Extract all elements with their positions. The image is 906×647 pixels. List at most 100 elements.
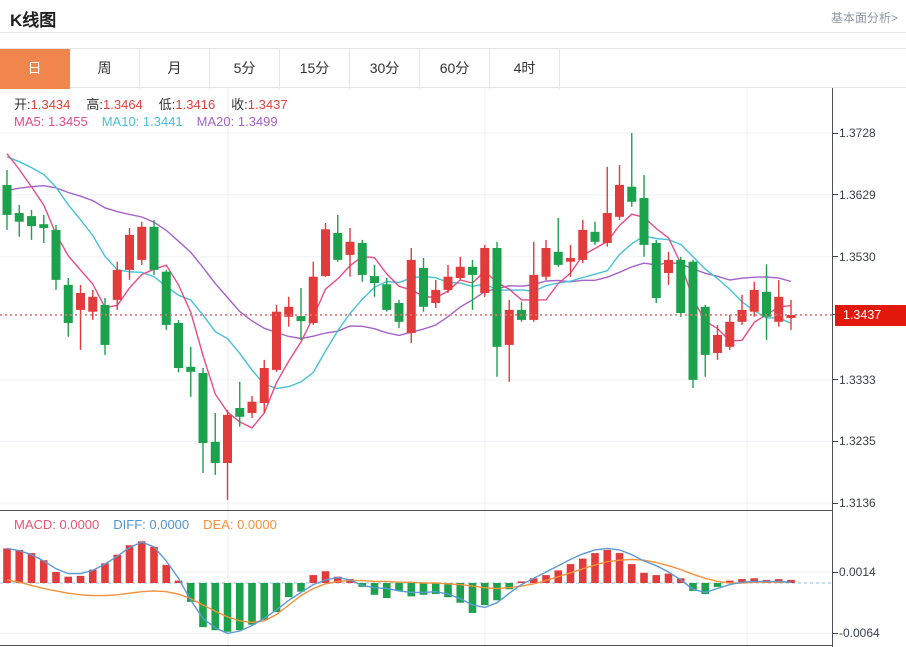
candle-body (762, 291, 771, 317)
macd-bar (309, 575, 318, 583)
macd-bar (382, 583, 391, 598)
macd-bar (125, 545, 134, 583)
macd-bar (137, 541, 146, 583)
macd-bar (150, 546, 158, 583)
candle-body (137, 226, 147, 260)
ma-legend-item-2: MA20: 1.3499 (196, 114, 278, 129)
high-label: 高: (86, 97, 104, 112)
candle-body (615, 184, 624, 217)
candle-body (468, 266, 477, 275)
tab-4hour[interactable]: 4时 (490, 49, 560, 89)
candle-body (406, 259, 416, 333)
macd-bar (15, 549, 24, 583)
macd-bar (713, 583, 722, 587)
candle-body (688, 261, 698, 380)
macd-bar (248, 583, 256, 625)
candle-body (223, 414, 232, 463)
macd-bar (284, 583, 293, 598)
macd-bar (787, 579, 795, 583)
candle-body (725, 321, 735, 347)
candle-body (419, 268, 428, 307)
macd-bar (701, 583, 710, 594)
macd-legend-item-1: DIFF: 0.0000 (113, 517, 190, 532)
widget-header: K线图 基本面分析> (0, 0, 906, 33)
candle-body (27, 216, 36, 227)
macd-bar (444, 583, 452, 598)
price-axis-label: 1.3629 (839, 187, 876, 202)
candle-body (774, 296, 784, 322)
macd-bar (76, 575, 85, 583)
macd-legend-item-2: DEA: 0.0000 (203, 517, 277, 532)
candle-body (553, 251, 563, 265)
candle-body (308, 276, 318, 323)
candle-body (749, 289, 759, 312)
low-value: 1.3416 (175, 97, 216, 112)
diff-line (6, 541, 792, 635)
candle-body (345, 241, 355, 255)
candle-body (627, 186, 637, 202)
fundamental-analysis-link[interactable]: 基本面分析> (830, 11, 898, 25)
candle-body (700, 306, 710, 355)
macd-bar (542, 575, 550, 583)
ma5-line (6, 153, 792, 429)
macd-bar (223, 583, 232, 632)
candle-body (259, 368, 269, 403)
chart-area: 开:1.3434 高:1.3464 低:1.3416 收:1.3437 MA5: 1.… (0, 88, 906, 647)
macd-axis-label: 0.0014 (839, 565, 876, 579)
macd-legend: MACD: 0.0000 DIFF: 0.0000 DEA: 0.0000 (14, 517, 291, 532)
candlestick-chart-canvas (0, 88, 833, 510)
candle-body (14, 213, 24, 222)
candle-body (651, 243, 661, 298)
macd-bar (664, 573, 673, 583)
macd-bar (603, 549, 612, 583)
candle-body (676, 259, 686, 313)
macd-bar (627, 564, 636, 583)
open-value: 1.3434 (30, 97, 71, 112)
candle-body (480, 248, 490, 293)
candle-body (394, 303, 404, 322)
price-axis-label-tickmark (833, 440, 838, 442)
tab-month[interactable]: 月 (140, 49, 210, 89)
ma-legend-item-1: MA10: 1.3441 (101, 114, 183, 129)
candle-body (529, 274, 539, 320)
candle-body (63, 284, 73, 323)
macd-bar (297, 583, 305, 592)
macd-bar (39, 560, 48, 583)
ma10-line (6, 156, 792, 390)
candle-body (737, 309, 747, 322)
macd-bar (566, 564, 575, 583)
tab-day[interactable]: 日 (0, 49, 70, 89)
candle-body (370, 276, 379, 283)
candle-body (566, 258, 575, 262)
tab-5min[interactable]: 5分 (210, 49, 280, 89)
macd-bar (260, 583, 269, 620)
macd-bar (468, 583, 477, 613)
macd-axis-label-tickmark (833, 632, 838, 634)
macd-bar (64, 576, 73, 583)
macd-bar (211, 583, 220, 631)
tab-15min[interactable]: 15分 (280, 49, 350, 89)
price-axis-label-tickmark (833, 194, 838, 196)
dea-line (6, 558, 791, 624)
tab-30min[interactable]: 30分 (350, 49, 420, 89)
tab-week[interactable]: 周 (70, 49, 140, 89)
tab-60min[interactable]: 60分 (420, 49, 490, 89)
macd-bar (321, 571, 330, 583)
macd-bar (370, 583, 379, 595)
candle-body (112, 269, 122, 300)
macd-bar (419, 583, 428, 595)
macd-bar (333, 576, 342, 583)
macd-legend-item-0: MACD: 0.0000 (14, 517, 100, 532)
low-label: 低: (158, 97, 176, 112)
candle-body (198, 373, 208, 443)
macd-bar (738, 579, 746, 583)
price-axis-label-tickmark (833, 379, 838, 381)
macd-bar (113, 554, 122, 583)
macd-bar (88, 569, 97, 583)
macd-bar (407, 583, 416, 597)
macd-axis-label: -0.0064 (839, 626, 880, 641)
macd-chart-canvas (0, 510, 833, 647)
macd-bar (27, 553, 36, 583)
candle-body (786, 314, 796, 318)
price-axis-label-tickmark (833, 502, 838, 504)
